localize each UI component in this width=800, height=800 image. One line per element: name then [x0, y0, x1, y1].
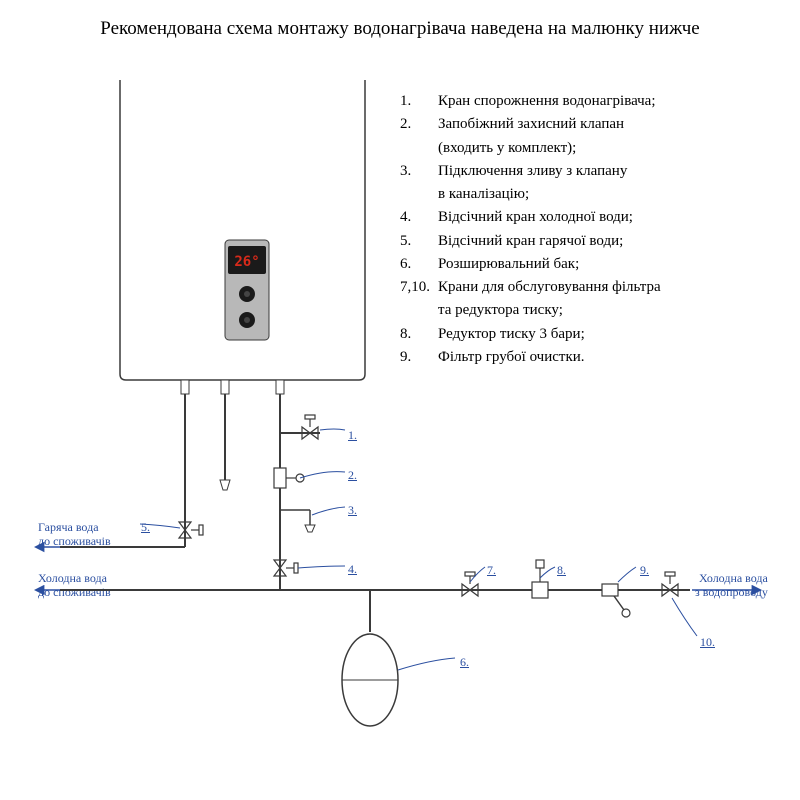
valve-5: [179, 522, 203, 538]
valve-4: [274, 560, 298, 576]
page-title: Рекомендована схема монтажу водонагрівач…: [0, 18, 800, 40]
pressure-reducer: [532, 560, 548, 598]
display-temp: 26°: [234, 254, 259, 270]
water-heater: 26°: [120, 80, 365, 380]
safety-valve: [274, 468, 304, 488]
valve-1: [302, 415, 318, 439]
filter: [602, 584, 630, 617]
plumbing-diagram: 26°: [0, 80, 800, 800]
valve-10: [662, 572, 678, 596]
